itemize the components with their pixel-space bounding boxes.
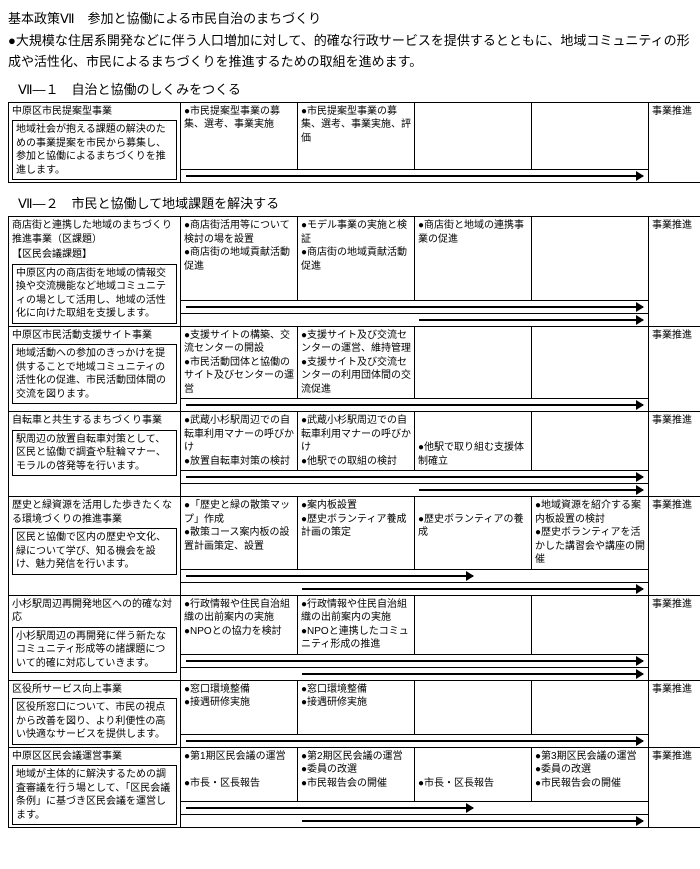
phase-2: ●窓口環境整備●接遇研修実施 <box>298 680 415 734</box>
result: 事業推進 <box>649 102 700 183</box>
project-title-cell: 中原区市民提案型事業地域社会が抱える課題の解決のための事業提案を市民から募集し、… <box>9 102 181 183</box>
arrow-cell <box>181 170 649 183</box>
result: 事業推進 <box>649 680 700 747</box>
phase-4: ●第3期区民会議の運営●委員の改選●市民報告会の開催 <box>532 747 649 802</box>
subheading-1: Ⅶ―１ 自治と協働のしくみをつくる <box>18 79 692 98</box>
phase-1: ●支援サイトの構築、交流センターの開設●市民活動団体と協働のサイト及びセンターの… <box>181 326 298 399</box>
phase-1: ●武蔵小杉駅周辺での自転車利用マナーの呼びかけ●放置自転車対策の検討 <box>181 412 298 471</box>
policy-intro: ●大規模な住居系開発などに伴う人口増加に対して、的確な行政サービスを提供するとと… <box>8 31 692 73</box>
phase-4 <box>532 217 649 301</box>
arrow <box>186 404 644 406</box>
project-tag: 【区民会議課題】 <box>12 248 177 262</box>
arrow-cell <box>181 734 649 747</box>
result: 事業推進 <box>649 326 700 412</box>
project-title-cell: 中原区区民会議運営事業地域が主体的に解決するための調査審議を行う場として、「区民… <box>9 747 181 828</box>
phase-3 <box>415 680 532 734</box>
project-title-cell: 中原区市民活動支援サイト事業地域活動への参加のきっかけを提供することで地域コミュ… <box>9 326 181 412</box>
phase-3: ●歴史ボランティアの養成 <box>415 497 532 570</box>
project-title-cell: 商店街と連携した地域のまちづくり推進事業（区課題） 【区民会議課題】中原区内の商店… <box>9 217 181 327</box>
arrow <box>186 807 473 809</box>
phase-2: ●行政情報や住民自治組織の出前案内の実施●NPOと連携したコミュニティ形成の推進 <box>298 595 415 654</box>
phase-2: ●案内板設置●歴史ボランティア養成計画の策定 <box>298 497 415 570</box>
phase-4 <box>532 595 649 654</box>
arrow <box>302 588 643 590</box>
phase-1: ●第1期区民会議の運営●市長・区長報告 <box>181 747 298 802</box>
phase-4 <box>532 680 649 734</box>
arrow <box>186 660 644 662</box>
project-desc: 小杉駅周辺の再開発に伴う新たなコミュニティ形成等の諸課題について的確に対応してい… <box>12 627 177 674</box>
phase-2: ●市民提案型事業の募集、選考、事業実施、評価 <box>298 102 415 170</box>
phase-1: ●窓口環境整備●接遇研修実施 <box>181 680 298 734</box>
phase-3 <box>415 595 532 654</box>
project-desc: 駅周辺の放置自転車対策として、区民と協働で調査や駐輪マナー、モラルの啓発等を行い… <box>12 430 177 477</box>
phase-2: ●支援サイト及び交流センターの運営、維持管理●支援サイト及び交流センターの利用団… <box>298 326 415 399</box>
result: 事業推進 <box>649 595 700 680</box>
arrow <box>186 740 644 742</box>
phase-4 <box>532 412 649 471</box>
phase-3 <box>415 102 532 170</box>
subheading-2: Ⅶ―２ 市民と協働して地域課題を解決する <box>18 193 692 212</box>
project-title: 小杉駅周辺再開発地区への的確な対応 <box>12 598 177 625</box>
arrow-cell <box>181 471 649 484</box>
phase-4 <box>532 102 649 170</box>
project-title: 自転車と共生するまちづくり事業 <box>12 414 177 428</box>
arrow-cell <box>181 802 649 815</box>
arrow-cell <box>181 569 649 582</box>
project-title: 中原区市民活動支援サイト事業 <box>12 329 177 343</box>
phase-4: ●地域資源を紹介する案内板設置の検討●歴史ボランティアを活かした講習会や講座の開… <box>532 497 649 570</box>
result: 事業推進 <box>649 217 700 327</box>
policy-header: 基本政策Ⅶ 参加と協働による市民自治のまちづくり <box>8 8 692 27</box>
phase-3: ●商店街と地域の連携事業の促進 <box>415 217 532 301</box>
arrow-cell <box>181 300 649 313</box>
arrow <box>186 476 644 478</box>
project-title: 中原区区民会議運営事業 <box>12 750 177 764</box>
arrow-cell <box>181 654 649 667</box>
project-desc: 区役所窓口について、市民の視点から改善を図り、より利便性の高い快適なサービスを提… <box>12 698 177 745</box>
phase-1: ●市民提案型事業の募集、選考、事業実施 <box>181 102 298 170</box>
arrow <box>186 306 644 308</box>
project-title: 歴史と緑資源を活用した歩きたくなる環境づくりの推進事業 <box>12 499 177 526</box>
phase-1: ●行政情報や住民自治組織の出前案内の実施●NPOとの協力を検討 <box>181 595 298 654</box>
arrow <box>419 489 643 491</box>
phase-2: ●武蔵小杉駅周辺での自転車利用マナーの呼びかけ●他駅での取組の検討 <box>298 412 415 471</box>
arrow <box>186 175 644 177</box>
project-title: 商店街と連携した地域のまちづくり推進事業（区課題） <box>12 219 177 246</box>
result: 事業推進 <box>649 747 700 828</box>
project-title: 区役所サービス向上事業 <box>12 683 177 697</box>
plan-table-2: 商店街と連携した地域のまちづくり推進事業（区課題） 【区民会議課題】中原区内の商店… <box>8 216 700 828</box>
phase-3: ●他駅で取り組む支援体制確立 <box>415 412 532 471</box>
project-desc: 地域社会が抱える課題の解決のための事業提案を市民から募集し、参加と協働によるまち… <box>12 120 177 180</box>
phase-3: ●市長・区長報告 <box>415 747 532 802</box>
arrow-cell <box>181 582 649 595</box>
project-title-cell: 小杉駅周辺再開発地区への的確な対応小杉駅周辺の再開発に伴う新たなコミュニティ形成… <box>9 595 181 680</box>
phase-4 <box>532 326 649 399</box>
phase-1: ●商店街活用等について検討の場を設置●商店街の地域貢献活動促進 <box>181 217 298 301</box>
project-desc: 地域が主体的に解決するための調査審議を行う場として、「区民会議条例」に基づき区民… <box>12 765 177 825</box>
project-desc: 中原区内の商店街を地域の情報交換や交流機能など地域コミュニティの場として活用し、… <box>12 264 177 324</box>
arrow-cell <box>181 815 649 828</box>
project-title-cell: 区役所サービス向上事業区役所窓口について、市民の視点から改善を図り、より利便性の… <box>9 680 181 747</box>
arrow-cell <box>181 399 649 412</box>
project-title-cell: 自転車と共生するまちづくり事業駅周辺の放置自転車対策として、区民と協働で調査や駐… <box>9 412 181 497</box>
phase-1: ●「歴史と緑の散策マップ」作成●散策コース案内板の設置計画策定、設置 <box>181 497 298 570</box>
arrow <box>302 820 643 822</box>
arrow-cell <box>181 313 649 326</box>
result: 事業推進 <box>649 497 700 596</box>
arrow-cell <box>181 484 649 497</box>
arrow <box>186 575 473 577</box>
phase-2: ●第2期区民会議の運営●委員の改選●市民報告会の開催 <box>298 747 415 802</box>
project-title: 中原区市民提案型事業 <box>12 105 177 119</box>
arrow <box>419 319 643 321</box>
phase-2: ●モデル事業の実施と検証●商店街の地域貢献活動促進 <box>298 217 415 301</box>
result: 事業推進 <box>649 412 700 497</box>
arrow <box>302 673 643 675</box>
project-desc: 区民と協働で区内の歴史や文化、緑について学び、知る機会を設け、魅力発信を行います… <box>12 528 177 575</box>
arrow-cell <box>181 667 649 680</box>
phase-3 <box>415 326 532 399</box>
project-desc: 地域活動への参加のきっかけを提供することで地域コミュニティの活性化の促進、市民活… <box>12 344 177 404</box>
plan-table-1: 中原区市民提案型事業地域社会が抱える課題の解決のための事業提案を市民から募集し、… <box>8 102 700 184</box>
project-title-cell: 歴史と緑資源を活用した歩きたくなる環境づくりの推進事業区民と協働で区内の歴史や文… <box>9 497 181 596</box>
